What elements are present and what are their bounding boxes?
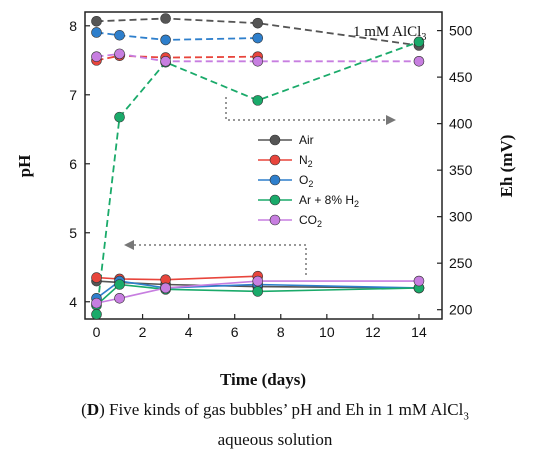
- y-right-tick-label: 300: [449, 209, 473, 225]
- caption-line-1: (D) Five kinds of gas bubbles’ pH and Eh…: [81, 400, 469, 423]
- eh-point: [114, 48, 125, 60]
- x-tick-label: 10: [319, 324, 335, 340]
- series-points: [91, 13, 425, 320]
- legend-label-main: Ar + 8% H: [299, 193, 354, 207]
- legend-marker: [269, 214, 281, 226]
- legend-label: N2: [299, 153, 313, 169]
- y-left-tick-label: 5: [69, 225, 77, 241]
- caption-panel-letter: D: [86, 400, 100, 419]
- y-left-tick-label: 7: [69, 87, 77, 103]
- x-tick-label: 4: [185, 324, 193, 340]
- legend-marker: [269, 154, 281, 166]
- ph-point: [413, 275, 425, 287]
- y-axis-right-title: Eh (mV): [497, 135, 516, 198]
- caption-line-2: aqueous solution: [217, 430, 333, 450]
- caption-subscript: 3: [463, 410, 469, 423]
- eh-point: [413, 56, 425, 67]
- eh-point: [252, 32, 264, 44]
- y-right-tick-label: 400: [449, 116, 473, 132]
- x-tick-label: 12: [365, 324, 381, 340]
- y-right-tick-label: 350: [449, 162, 473, 178]
- eh-point: [160, 56, 171, 67]
- y-right-tick-label: 200: [449, 302, 473, 318]
- eh-point: [160, 34, 171, 46]
- eh-line-Air: [96, 17, 420, 47]
- legend-label: O2: [299, 173, 313, 189]
- plot-frame: [84, 11, 443, 320]
- y-right-tick-label: 450: [449, 69, 473, 85]
- legend-label-subscript: 2: [317, 219, 322, 229]
- legend-marker: [269, 194, 281, 206]
- eh-point: [114, 111, 125, 123]
- eh-point: [114, 29, 125, 41]
- eh-line-O2: [96, 31, 258, 41]
- y-left-tick-label: 4: [69, 294, 77, 310]
- eh-point: [252, 17, 264, 29]
- legend-label-main: O: [299, 173, 308, 187]
- ph-line-N2: [96, 275, 258, 281]
- ph-point: [91, 297, 102, 309]
- condition-annotation: 1 mM AlCl3: [353, 24, 426, 43]
- eh-point: [91, 16, 102, 27]
- x-tick-label: 0: [93, 324, 101, 340]
- eh-point: [160, 13, 171, 24]
- ph-point: [252, 275, 264, 287]
- eh-point: [252, 95, 264, 106]
- ph-point: [252, 286, 264, 297]
- ph-point: [91, 272, 102, 283]
- legend-marker: [269, 134, 281, 146]
- legend-marker: [269, 174, 281, 186]
- x-axis-title: Time (days): [220, 370, 306, 389]
- ph-point: [114, 279, 125, 290]
- condition-annotation-subscript: 3: [421, 32, 426, 43]
- axis-ticks: 0 2 4 6 8 10 12 14 4 5 6 7 8 200 250 300 350 400 450 500: [69, 18, 472, 340]
- chart: 0 2 4 6 8 10 12 14 4 5 6 7 8 200 250 300 350 400 450 500 Ti…: [15, 11, 516, 389]
- legend-label-subscript: 2: [308, 159, 313, 169]
- figure-caption: (D) Five kinds of gas bubbles’ pH and Eh…: [0, 398, 550, 452]
- x-tick-label: 6: [231, 324, 239, 340]
- legend-label-main: Air: [299, 133, 314, 147]
- eh-point: [413, 36, 425, 48]
- condition-annotation-text: 1 mM AlCl: [353, 24, 421, 40]
- legend-label-main: CO: [299, 213, 317, 227]
- y-left-tick-label: 8: [69, 18, 77, 34]
- eh-line-N2: [96, 54, 258, 62]
- legend-label-subscript: 2: [308, 179, 313, 189]
- eh-point: [91, 27, 102, 38]
- ph-point: [160, 282, 171, 294]
- legend-label: CO2: [299, 213, 322, 229]
- ph-point: [114, 293, 125, 304]
- y-axis-left-title: pH: [15, 155, 34, 178]
- caption-text: Five kinds of gas bubbles’ pH and Eh in …: [109, 400, 464, 419]
- x-tick-label: 2: [139, 324, 147, 340]
- x-tick-label: 8: [277, 324, 285, 340]
- legend-label-subscript: 2: [354, 199, 359, 209]
- legend-label: Air: [299, 133, 314, 147]
- arrow-to-left-axis: [124, 240, 307, 275]
- eh-point: [91, 51, 102, 62]
- y-right-tick-label: 250: [449, 255, 473, 271]
- legend-label: Ar + 8% H2: [299, 193, 359, 209]
- eh-point: [252, 56, 264, 67]
- legend-label-main: N: [299, 153, 308, 167]
- arrow-to-right-axis: [225, 97, 396, 125]
- x-tick-label: 14: [411, 324, 427, 340]
- y-left-tick-label: 6: [69, 156, 77, 172]
- eh-point: [91, 309, 102, 320]
- y-right-tick-label: 500: [449, 23, 473, 39]
